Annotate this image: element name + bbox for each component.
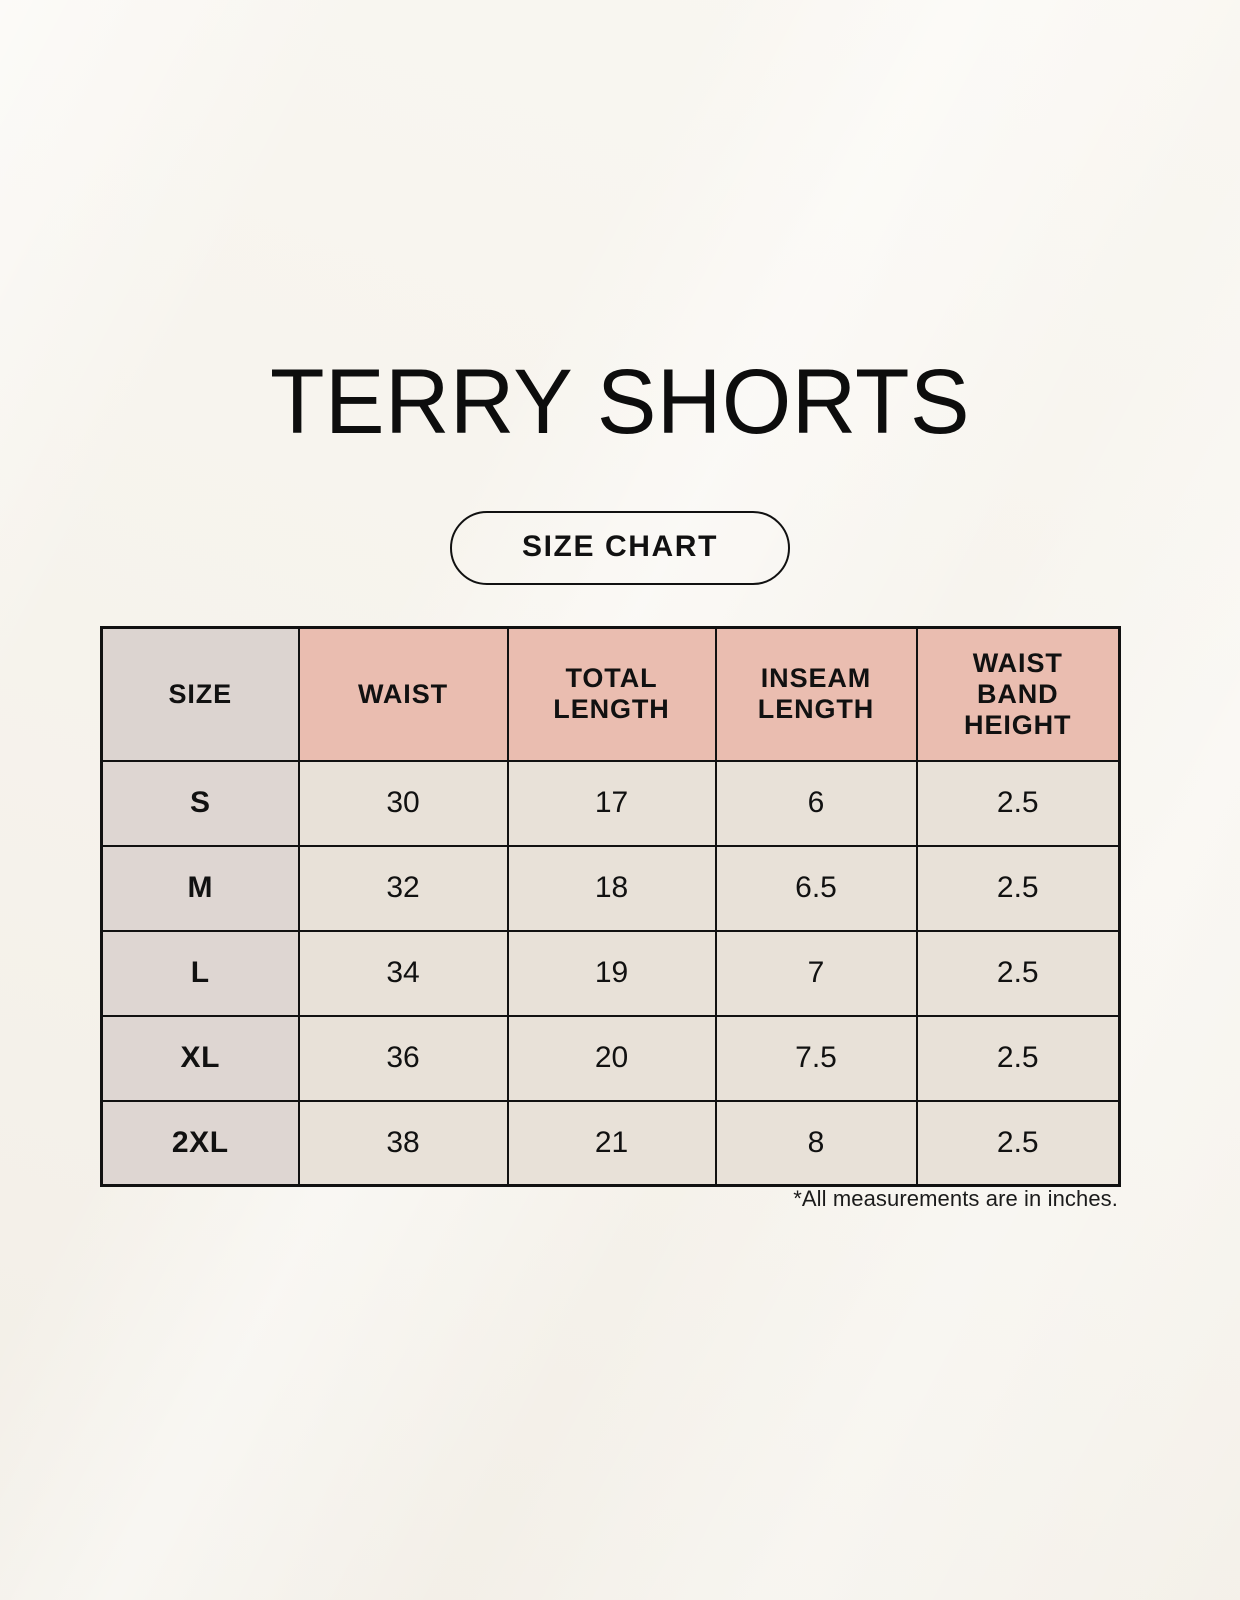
size-chart-badge: SIZE CHART (450, 511, 790, 585)
table-header-row: SIZE WAIST TOTAL LENGTH INSEAM LENGTH WA… (100, 626, 1121, 762)
column-header-waist: WAIST (297, 626, 509, 762)
cell-total-length: 17 (506, 759, 717, 847)
cell-size: L (100, 929, 300, 1017)
page-title: TERRY SHORTS (269, 351, 971, 453)
cell-total-length: 21 (506, 1099, 717, 1187)
column-header-total-length: TOTAL LENGTH (506, 626, 717, 762)
column-header-inseam-length-line1: INSEAM (760, 663, 872, 694)
cell-waist: 36 (297, 1014, 509, 1102)
cell-inseam-length: 8 (714, 1099, 918, 1187)
table-body: S 30 17 6 2.5 M 32 18 6.5 2.5 L 34 19 7 2.5 XL 36 20 7.5 2.… (100, 759, 1121, 1187)
subtitle-badge-container: SIZE CHART (0, 511, 1240, 585)
cell-waist: 30 (297, 759, 509, 847)
cell-size: XL (100, 1014, 300, 1102)
table-row: XL 36 20 7.5 2.5 (100, 1014, 1121, 1102)
column-header-inseam-length-line2: LENGTH (757, 694, 875, 725)
cell-inseam-length: 6.5 (714, 844, 918, 932)
cell-inseam-length: 7.5 (714, 1014, 918, 1102)
measurements-footnote: *All measurements are in inches. (793, 1186, 1118, 1211)
cell-waist-band-height: 2.5 (915, 759, 1121, 847)
size-chart-table: SIZE WAIST TOTAL LENGTH INSEAM LENGTH WA… (100, 626, 1121, 1187)
column-header-waist-band-line2: BAND (976, 678, 1059, 709)
cell-inseam-length: 6 (714, 759, 918, 847)
cell-waist-band-height: 2.5 (915, 844, 1121, 932)
column-header-waist-band-line1: WAIST (972, 648, 1063, 679)
column-header-waist-band-line3: HEIGHT (964, 709, 1072, 740)
cell-size: 2XL (100, 1099, 300, 1187)
cell-waist: 38 (297, 1099, 509, 1187)
size-table-container: SIZE WAIST TOTAL LENGTH INSEAM LENGTH WA… (100, 626, 1121, 1187)
column-header-size: SIZE (100, 626, 300, 762)
table-row: M 32 18 6.5 2.5 (100, 844, 1121, 932)
column-header-total-length-line2: LENGTH (553, 694, 670, 725)
table-row: L 34 19 7 2.5 (100, 929, 1121, 1017)
cell-total-length: 18 (506, 844, 717, 932)
cell-waist-band-height: 2.5 (915, 929, 1121, 1017)
column-header-waist-band-height: WAIST BAND HEIGHT (915, 626, 1121, 762)
cell-size: M (100, 844, 300, 932)
cell-size: S (100, 759, 300, 847)
cell-total-length: 19 (506, 929, 717, 1017)
table-header: SIZE WAIST TOTAL LENGTH INSEAM LENGTH WA… (100, 626, 1121, 762)
column-header-total-length-line1: TOTAL (565, 663, 658, 694)
column-header-inseam-length: INSEAM LENGTH (714, 626, 918, 762)
table-row: S 30 17 6 2.5 (100, 759, 1121, 847)
cell-waist-band-height: 2.5 (915, 1014, 1121, 1102)
table-row: 2XL 38 21 8 2.5 (100, 1099, 1121, 1187)
cell-inseam-length: 7 (714, 929, 918, 1017)
cell-waist: 34 (297, 929, 509, 1017)
cell-total-length: 20 (506, 1014, 717, 1102)
cell-waist-band-height: 2.5 (915, 1099, 1121, 1187)
cell-waist: 32 (297, 844, 509, 932)
